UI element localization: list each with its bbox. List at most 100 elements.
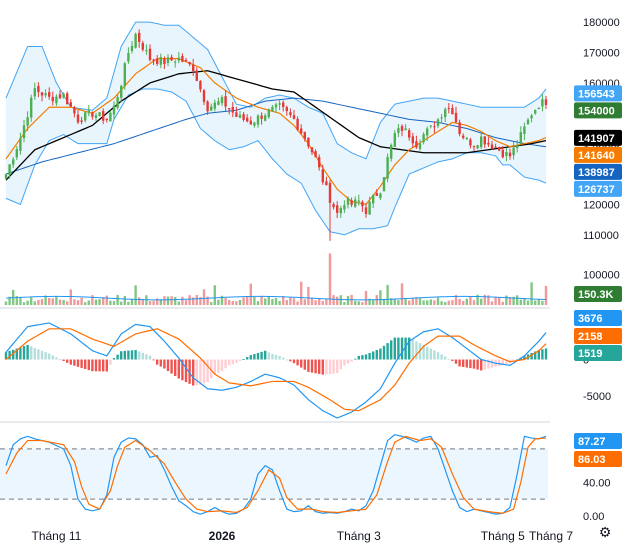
candle-body [537, 108, 540, 110]
volume-bar [170, 296, 173, 305]
macd-histogram-bar [127, 350, 130, 360]
settings-gear-icon[interactable]: ⚙ [598, 525, 612, 541]
candle [26, 111, 29, 131]
volume-bar [109, 300, 112, 305]
stochastic-d-line [5, 435, 547, 514]
volume-bar [87, 300, 90, 305]
candle [310, 147, 314, 155]
macd-histogram-bar [487, 359, 490, 369]
candle [321, 164, 324, 185]
bollinger-upper-line [5, 21, 547, 160]
macd-histogram-bar [447, 358, 450, 360]
candle-body [278, 103, 281, 105]
macd-histogram-bar [249, 355, 252, 360]
macd-histogram-bar [202, 359, 206, 384]
candle-body [480, 136, 483, 148]
volume-bar [501, 301, 504, 305]
candle-body [112, 105, 116, 115]
candle [170, 54, 173, 61]
macd-histogram-bar [109, 359, 112, 365]
candle-body [12, 159, 15, 165]
macd-histogram-bar [26, 344, 29, 360]
candle [22, 119, 26, 143]
candle [444, 107, 447, 123]
macd-histogram-bar [325, 359, 328, 375]
candle [465, 136, 468, 141]
candle-body [76, 114, 80, 123]
candle [177, 52, 180, 64]
volume-bar [206, 296, 209, 305]
volume-bar [188, 295, 191, 305]
volume-bar [58, 299, 62, 305]
macd-histogram-bar [415, 341, 418, 360]
candle-body [130, 45, 134, 51]
candle-body [332, 204, 335, 208]
macd-histogram-bar [58, 359, 62, 360]
volume-bar [141, 299, 144, 305]
volume-bar [440, 301, 443, 305]
candle-body [498, 146, 501, 151]
candle-body [483, 136, 486, 145]
volume-bar [80, 297, 83, 305]
volume-bar [397, 300, 400, 305]
macd-histogram-bar [105, 359, 108, 372]
macd-badge-bg [574, 328, 622, 344]
volume-bar [483, 294, 486, 305]
macd-badge-bg [574, 310, 622, 326]
macd-histogram-bar [282, 357, 285, 360]
macd-histogram-bar [184, 359, 188, 383]
stochastic-badge-label: 86.03 [578, 454, 606, 466]
price-badge: 138987 [574, 163, 622, 180]
candle-body [361, 201, 364, 207]
macd-histogram-bar [213, 359, 216, 375]
volume-bar [278, 300, 281, 305]
candle [80, 116, 83, 125]
price-badge-label: 126737 [578, 184, 615, 196]
bollinger-lower-line [5, 88, 547, 236]
macd-histogram-bar [235, 359, 238, 363]
price-badge-label: 138987 [578, 167, 615, 179]
volume-bar [444, 302, 447, 305]
candle [120, 84, 123, 103]
candle [246, 114, 249, 123]
candle-body [346, 198, 350, 205]
candle [480, 132, 483, 150]
volume-bar [91, 295, 94, 305]
macd-histogram-bar [523, 355, 526, 360]
candle-body [336, 205, 339, 213]
macd-histogram-bar [328, 359, 332, 375]
candle [483, 135, 486, 149]
macd-histogram-bar [210, 359, 213, 379]
candle [494, 143, 497, 149]
candle-body [465, 137, 468, 140]
macd-histogram-bar [87, 359, 90, 371]
volume-bar [530, 282, 533, 305]
macd-histogram-bar [318, 359, 321, 374]
candle-body [418, 143, 422, 149]
price-badge: 154000 [574, 102, 622, 119]
macd-histogram-bar [451, 359, 454, 361]
candle-body [73, 107, 76, 114]
macd-histogram-bar [436, 352, 440, 360]
candle [91, 111, 94, 120]
macd-histogram-bar [429, 348, 432, 360]
candle-body [238, 114, 242, 118]
candle [447, 103, 450, 114]
candle [433, 121, 436, 134]
candle [19, 132, 22, 155]
volume-bar [393, 298, 396, 305]
candle-body [433, 126, 436, 128]
candle-body [260, 115, 263, 119]
candle [372, 194, 375, 208]
candle [15, 145, 18, 161]
candle [418, 139, 422, 151]
candle [159, 53, 162, 69]
volume-bar [285, 300, 288, 305]
candle-body [166, 57, 170, 63]
volume-bar [480, 298, 483, 305]
volume-bar [231, 301, 234, 305]
price-badge-bg [574, 163, 622, 180]
candle-body [267, 109, 270, 118]
candle [390, 143, 393, 162]
